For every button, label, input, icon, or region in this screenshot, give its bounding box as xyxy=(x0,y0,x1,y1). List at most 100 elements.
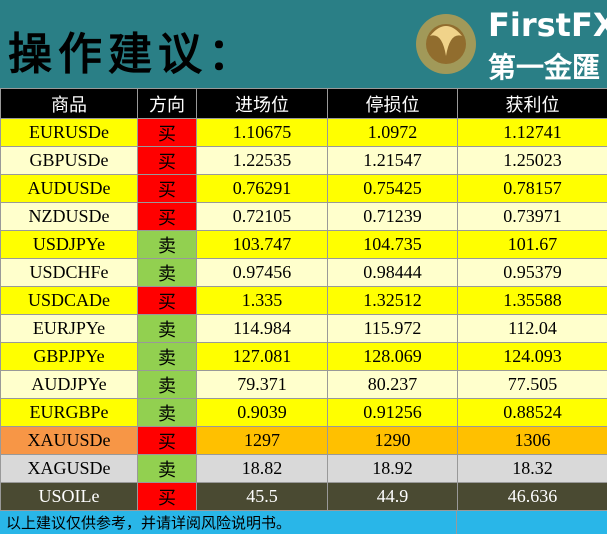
table-row: GBPUSDe 买 1.22535 1.21547 1.25023 xyxy=(0,146,607,175)
table-cell: 1290 xyxy=(327,426,458,455)
table-cell: XAUUSDe xyxy=(0,426,138,455)
table-cell: 买 xyxy=(137,482,197,511)
footer-cell xyxy=(456,511,607,534)
table-cell: 127.081 xyxy=(196,342,328,371)
table-cell: 44.9 xyxy=(327,482,458,511)
table-cell: XAGUSDe xyxy=(0,454,138,483)
table-cell: USDCHFe xyxy=(0,258,138,287)
table-cell: 卖 xyxy=(137,398,197,427)
table-cell: 45.5 xyxy=(196,482,328,511)
table-cell: 0.75425 xyxy=(327,174,458,203)
header: 操作建议： FirstFX 第一金匯 xyxy=(0,0,607,88)
table-cell: USDCADe xyxy=(0,286,138,315)
table-row: AUDUSDe 买 0.76291 0.75425 0.78157 xyxy=(0,174,607,203)
table-cell: 卖 xyxy=(137,454,197,483)
table-cell: 18.32 xyxy=(457,454,607,483)
table-cell: 115.972 xyxy=(327,314,458,343)
table-row: AUDJPYe 卖 79.371 80.237 77.505 xyxy=(0,370,607,399)
table-cell: 0.98444 xyxy=(327,258,458,287)
table-cell: 1.10675 xyxy=(196,118,328,147)
table-row: XAGUSDe 卖 18.82 18.92 18.32 xyxy=(0,454,607,483)
logo-icon xyxy=(416,14,476,74)
table-cell: 买 xyxy=(137,118,197,147)
header-row: 商品 方向 进场位 停损位 获利位 xyxy=(0,88,607,119)
table-row: USDCADe 买 1.335 1.32512 1.35588 xyxy=(0,286,607,315)
table-row: XAUUSDe 买 1297 1290 1306 xyxy=(0,426,607,455)
table-cell: 卖 xyxy=(137,314,197,343)
table-cell: 0.72105 xyxy=(196,202,328,231)
table-cell: USOILe xyxy=(0,482,138,511)
table-row: USDJPYe 卖 103.747 104.735 101.67 xyxy=(0,230,607,259)
table-cell: 18.82 xyxy=(196,454,328,483)
table-cell: 1.21547 xyxy=(327,146,458,175)
table-cell: 104.735 xyxy=(327,230,458,259)
table-cell: NZDUSDe xyxy=(0,202,138,231)
table-row: EURGBPe 卖 0.9039 0.91256 0.88524 xyxy=(0,398,607,427)
table-body: EURUSDe 买 1.10675 1.0972 1.12741 GBPUSDe 买 1.22… xyxy=(0,118,607,511)
logo-text: 第一金匯 xyxy=(488,51,601,84)
table-cell: 79.371 xyxy=(196,370,328,399)
table-cell: 77.505 xyxy=(457,370,607,399)
table-cell: EURGBPe xyxy=(0,398,138,427)
footer: 以上建议仅供参考，并请详阅风险说明书。 xyxy=(0,511,607,534)
table-cell: 买 xyxy=(137,174,197,203)
table-row: EURJPYe 卖 114.984 115.972 112.04 xyxy=(0,314,607,343)
table-cell: 103.747 xyxy=(196,230,328,259)
table-cell: 0.9039 xyxy=(196,398,328,427)
table-cell: GBPUSDe xyxy=(0,146,138,175)
table-cell: 卖 xyxy=(137,258,197,287)
table-cell: 1.25023 xyxy=(457,146,607,175)
logo-text: FirstFX xyxy=(488,6,607,44)
table-cell: 0.95379 xyxy=(457,258,607,287)
table-cell: 1.12741 xyxy=(457,118,607,147)
table-cell: 0.97456 xyxy=(196,258,328,287)
table-cell: 0.76291 xyxy=(196,174,328,203)
table-cell: 112.04 xyxy=(457,314,607,343)
title: 操作建议： xyxy=(8,29,258,80)
table-cell: AUDUSDe xyxy=(0,174,138,203)
column-header: 商品 xyxy=(0,88,138,119)
table-cell: 1306 xyxy=(457,426,607,455)
table-cell: 卖 xyxy=(137,230,197,259)
table-cell: 1297 xyxy=(196,426,328,455)
table-cell: 买 xyxy=(137,202,197,231)
column-header: 进场位 xyxy=(196,88,328,119)
table: 商品 方向 进场位 停损位 获利位 EURUSDe 买 1.10675 1.0972 1.127… xyxy=(0,88,607,511)
table-cell: 1.35588 xyxy=(457,286,607,315)
table-cell: 1.22535 xyxy=(196,146,328,175)
table-cell: 买 xyxy=(137,426,197,455)
table-cell: 18.92 xyxy=(327,454,458,483)
table-cell: 0.88524 xyxy=(457,398,607,427)
table-row: EURUSDe 买 1.10675 1.0972 1.12741 xyxy=(0,118,607,147)
table-cell: 0.73971 xyxy=(457,202,607,231)
table-cell: 0.78157 xyxy=(457,174,607,203)
table-cell: 0.71239 xyxy=(327,202,458,231)
table-cell: EURUSDe xyxy=(0,118,138,147)
table-cell: 卖 xyxy=(137,370,197,399)
table-row: USDCHFe 卖 0.97456 0.98444 0.95379 xyxy=(0,258,607,287)
table-row: GBPJPYe 卖 127.081 128.069 124.093 xyxy=(0,342,607,371)
table-cell: 128.069 xyxy=(327,342,458,371)
table-cell: 101.67 xyxy=(457,230,607,259)
table-cell: AUDJPYe xyxy=(0,370,138,399)
column-header: 方向 xyxy=(137,88,197,119)
footer-text: 以上建议仅供参考，并请详阅风险说明书。 xyxy=(0,511,456,534)
table-cell: 1.0972 xyxy=(327,118,458,147)
table-cell: 46.636 xyxy=(457,482,607,511)
table-cell: 1.335 xyxy=(196,286,328,315)
table-cell: 0.91256 xyxy=(327,398,458,427)
table-cell: 卖 xyxy=(137,342,197,371)
table-cell: 买 xyxy=(137,146,197,175)
table-row: USOILe 买 45.5 44.9 46.636 xyxy=(0,482,607,511)
table-row: NZDUSDe 买 0.72105 0.71239 0.73971 xyxy=(0,202,607,231)
column-header: 停损位 xyxy=(327,88,458,119)
table-cell: 80.237 xyxy=(327,370,458,399)
table-cell: 买 xyxy=(137,286,197,315)
column-header: 获利位 xyxy=(457,88,607,119)
table-cell: 124.093 xyxy=(457,342,607,371)
table-cell: GBPJPYe xyxy=(0,342,138,371)
table-cell: USDJPYe xyxy=(0,230,138,259)
table-cell: 1.32512 xyxy=(327,286,458,315)
